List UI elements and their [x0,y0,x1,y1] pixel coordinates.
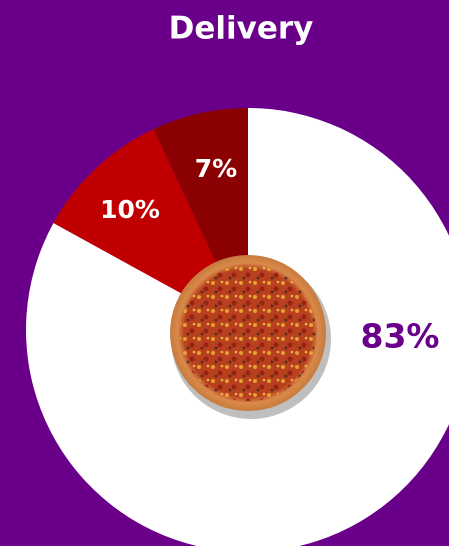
value-label: 7% [195,154,237,183]
pizza [170,255,331,419]
labels: 83% 10% 7% [100,154,439,356]
value-label: 10% [100,195,160,224]
chart-title: Delivery [169,11,314,47]
value-label: 83% [361,317,440,356]
